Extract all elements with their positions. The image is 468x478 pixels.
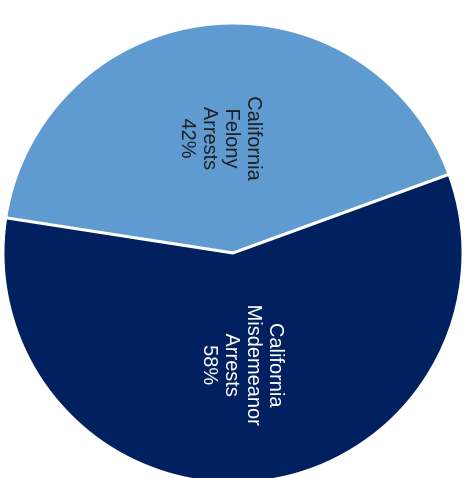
label-felony-line-2: Felony (221, 108, 243, 168)
label-misdemeanor-line-1: California (265, 323, 287, 408)
label-misdemeanor-line-3: Arrests (221, 334, 243, 397)
label-misdemeanor-line-2: Misdemeanor (243, 305, 265, 427)
label-felony-line-1: California (243, 96, 265, 181)
label-misdemeanor-percent: 58% (199, 345, 221, 385)
label-felony-percent: 42% (177, 118, 199, 158)
label-felony-line-3: Arrests (199, 107, 221, 170)
